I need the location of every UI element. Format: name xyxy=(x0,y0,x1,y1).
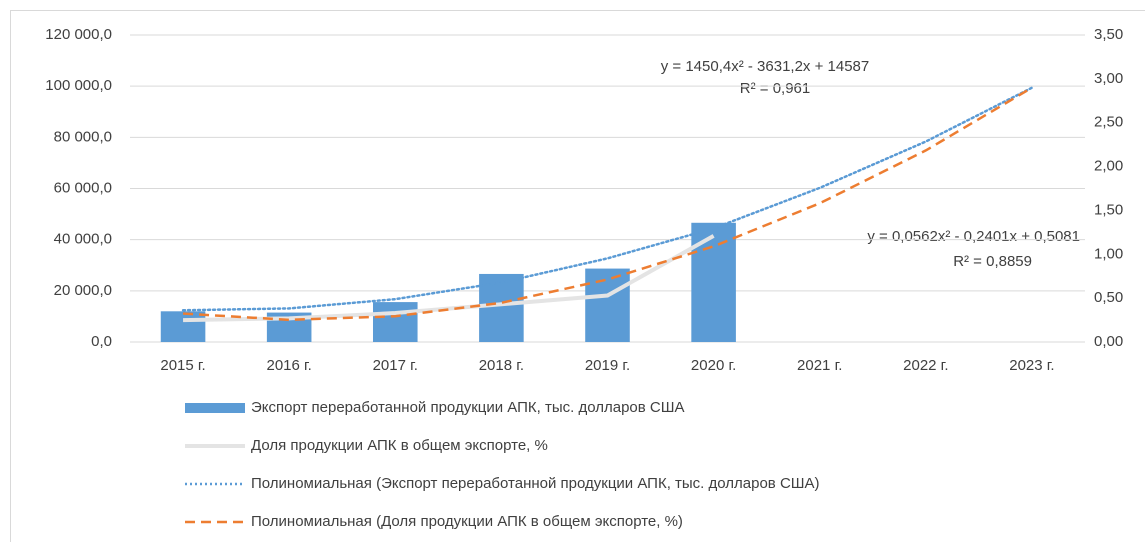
line xyxy=(183,234,715,323)
legend-label: Полиномиальная (Доля продукции АПК в общ… xyxy=(251,513,683,530)
y-tick-label: 100 000,0 xyxy=(45,77,112,94)
y-tick-label: 20 000,0 xyxy=(54,282,112,299)
y-tick-label: 0,0 xyxy=(91,333,112,350)
legend-label: Доля продукции АПК в общем экспорте, % xyxy=(251,437,548,454)
legend-label: Полиномиальная (Экспорт переработанной п… xyxy=(251,475,820,492)
y2-tick-label: 2,00 xyxy=(1094,158,1123,175)
y2-tick-label: 0,00 xyxy=(1094,333,1123,350)
y2-tick-label: 2,50 xyxy=(1094,114,1123,131)
bar xyxy=(585,268,630,342)
line xyxy=(181,86,1034,312)
chart-frame xyxy=(10,10,1145,542)
y2-tick-label: 0,50 xyxy=(1094,289,1123,306)
y-tick-label: 60 000,0 xyxy=(54,179,112,196)
y-tick-label: 120 000,0 xyxy=(45,26,112,43)
x-tick-label: 2019 г. xyxy=(585,357,630,374)
x-tick-label: 2018 г. xyxy=(479,357,524,374)
trend-r2: R² = 0,961 xyxy=(740,80,810,97)
legend-label: Экспорт переработанной продукции АПК, ты… xyxy=(251,399,684,416)
y2-tick-label: 3,00 xyxy=(1094,70,1123,87)
x-tick-label: 2020 г. xyxy=(691,357,736,374)
y-tick-label: 80 000,0 xyxy=(54,128,112,145)
y-tick-label: 40 000,0 xyxy=(54,231,112,248)
y2-tick-label: 3,50 xyxy=(1094,26,1123,43)
bar xyxy=(160,311,206,342)
trend-equation: y = 0,0562x² - 0,2401x + 0,5081 xyxy=(867,228,1080,245)
x-tick-label: 2015 г. xyxy=(160,357,205,374)
y2-tick-label: 1,50 xyxy=(1094,201,1123,218)
bar xyxy=(691,222,736,342)
x-tick-label: 2022 г. xyxy=(903,357,948,374)
x-tick-label: 2023 г. xyxy=(1009,357,1054,374)
x-tick-label: 2016 г. xyxy=(266,357,311,374)
bar xyxy=(372,302,418,342)
legend-swatch xyxy=(185,403,245,413)
y2-tick-label: 1,00 xyxy=(1094,245,1123,262)
trend-equation: y = 1450,4x² - 3631,2x + 14587 xyxy=(661,58,869,75)
x-tick-label: 2021 г. xyxy=(797,357,842,374)
x-tick-label: 2017 г. xyxy=(373,357,418,374)
trend-r2: R² = 0,8859 xyxy=(953,253,1032,270)
